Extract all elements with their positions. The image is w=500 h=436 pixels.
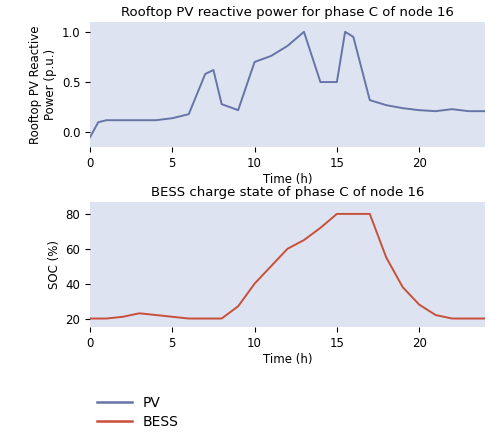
Y-axis label: SOC (%): SOC (%)	[48, 240, 61, 289]
Y-axis label: Rooftop PV Reactive
Power (p.u.): Rooftop PV Reactive Power (p.u.)	[30, 25, 58, 144]
X-axis label: Time (h): Time (h)	[263, 173, 312, 186]
Title: Rooftop PV reactive power for phase C of node 16: Rooftop PV reactive power for phase C of…	[121, 6, 454, 19]
Legend: PV, BESS: PV, BESS	[97, 395, 178, 429]
Title: BESS charge state of phase C of node 16: BESS charge state of phase C of node 16	[151, 186, 424, 199]
X-axis label: Time (h): Time (h)	[263, 353, 312, 366]
